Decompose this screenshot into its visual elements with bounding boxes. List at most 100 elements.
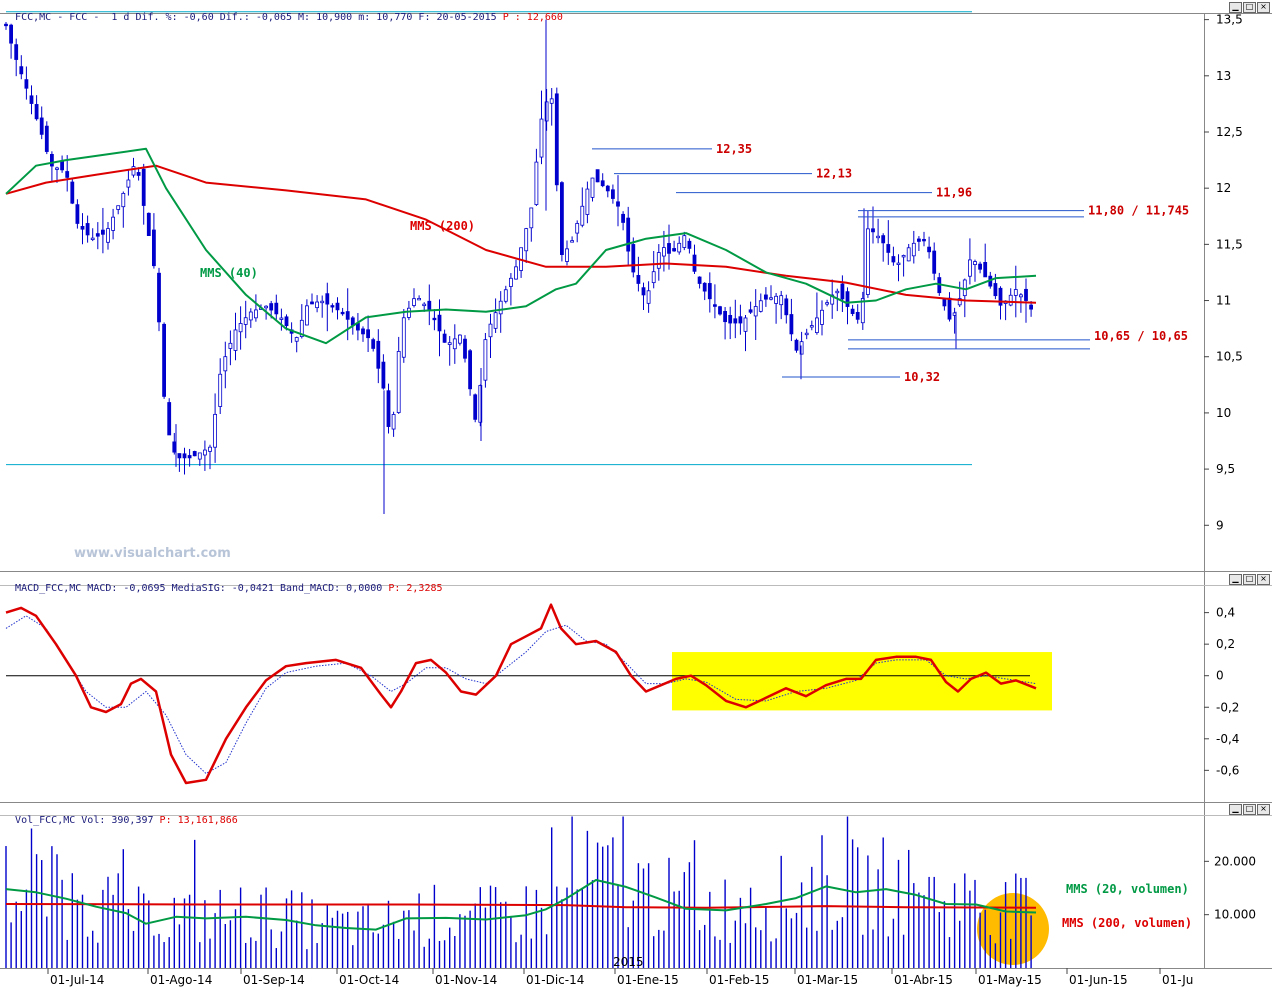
volume-mms200-label: MMS (200, volumen) — [1062, 916, 1192, 930]
candle-body — [95, 233, 100, 237]
macd-y-tick-label: -0,2 — [1216, 700, 1239, 714]
candle-body — [233, 329, 238, 351]
candle-body — [697, 276, 702, 284]
candle-body — [713, 304, 717, 307]
candle-body — [748, 309, 753, 313]
candle-body — [1029, 304, 1033, 310]
candle-body — [350, 317, 355, 326]
maximize-macd-panel-button[interactable]: □ — [1243, 574, 1256, 585]
macd-y-tick-label: -0,6 — [1216, 763, 1239, 777]
candle-body — [983, 262, 988, 278]
x-tick-label: 01-Jul-14 — [50, 973, 104, 987]
candle-body — [406, 307, 411, 318]
macd-header: MACD_FCC,MC MACD: -0,0695 MediaSIG: -0,0… — [3, 572, 442, 594]
minimize-volume-panel-button[interactable]: ▁ — [1229, 804, 1242, 815]
candle-body — [412, 298, 416, 306]
candle-body — [187, 455, 192, 459]
candle-body — [340, 311, 345, 315]
candle-body — [820, 309, 824, 325]
candle-body — [24, 79, 29, 89]
candle-body — [815, 317, 819, 333]
candle-body — [881, 235, 886, 244]
close-macd-panel-button[interactable]: × — [1257, 574, 1270, 585]
candle-body — [19, 66, 24, 75]
candle-body — [917, 238, 921, 242]
candle-body — [585, 188, 590, 215]
candle-body — [437, 314, 442, 332]
macd-y-tick-label: 0 — [1216, 669, 1224, 683]
candle-body — [590, 177, 595, 198]
x-tick-label: 01-Nov-14 — [435, 973, 497, 987]
candle-body — [14, 44, 19, 60]
mms40-label: MMS (40) — [200, 266, 258, 280]
price-y-tick-label: 12 — [1216, 181, 1231, 195]
mms200-label: MMS (200) — [410, 219, 475, 233]
price-y-tick-label: 10 — [1216, 406, 1231, 420]
x-tick-label: 01-Mar-15 — [797, 973, 858, 987]
candle-body — [891, 256, 896, 263]
candle-body — [911, 242, 916, 257]
candle-body — [4, 23, 8, 27]
x-tick-label: 01-Ju — [1162, 973, 1193, 987]
candle-body — [855, 312, 860, 320]
candle-body — [611, 189, 615, 199]
candle-body — [299, 319, 304, 338]
candle-body — [605, 185, 610, 192]
candle-body — [29, 95, 34, 104]
candle-body — [641, 287, 646, 296]
volume-header: Vol_FCC,MC Vol: 390,397 P: 13,161,866 — [3, 804, 238, 826]
candle-body — [656, 252, 661, 269]
candle-body — [162, 323, 167, 397]
minimize-macd-panel-button[interactable]: ▁ — [1229, 574, 1242, 585]
x-tick-label: 01-Oct-14 — [339, 973, 399, 987]
candle-body — [9, 24, 14, 44]
candle-body — [65, 171, 70, 178]
x-tick-label: 01-Sep-14 — [243, 973, 305, 987]
candle-body — [825, 302, 829, 305]
close-price-panel-button[interactable]: × — [1257, 2, 1270, 13]
macd-highlight-box — [672, 652, 1052, 711]
candle-body — [1008, 294, 1013, 306]
candle-body — [80, 226, 85, 230]
candle-body — [264, 305, 269, 309]
price-header-p: P : 12,660 — [502, 12, 563, 23]
volume-header-p: P: 13,161,866 — [159, 815, 238, 826]
candle-body — [111, 216, 115, 231]
candle-body — [121, 192, 126, 208]
candle-body — [677, 242, 682, 253]
candle-body — [845, 291, 850, 307]
candle-body — [381, 361, 386, 389]
candle-body — [738, 316, 743, 324]
candle-body — [279, 317, 284, 320]
candle-body — [769, 297, 773, 300]
close-volume-panel-button[interactable]: × — [1257, 804, 1270, 815]
candle-body — [850, 308, 855, 314]
x-tick-label: 01-Ene-15 — [617, 973, 679, 987]
candle-body — [345, 311, 350, 320]
level-label-5: 10,32 — [904, 370, 940, 384]
candle-body — [391, 414, 396, 430]
candle-body — [871, 228, 875, 233]
candle-body — [580, 205, 585, 226]
candle-body — [998, 287, 1003, 306]
candle-body — [157, 272, 161, 323]
candle-body — [116, 205, 121, 210]
candle-body — [202, 449, 207, 456]
maximize-price-panel-button[interactable]: □ — [1243, 2, 1256, 13]
candle-body — [672, 248, 676, 252]
candle-body — [636, 275, 641, 284]
candle-body — [101, 229, 105, 235]
candle-body — [733, 318, 738, 324]
candle-body — [39, 117, 44, 135]
year-label: 2015 — [613, 955, 644, 969]
volume-header-text: Vol_FCC,MC Vol: 390,397 — [15, 815, 160, 826]
candle-body — [208, 446, 212, 452]
candle-body — [228, 342, 233, 349]
candle-body — [151, 229, 156, 267]
minimize-price-panel-button[interactable]: ▁ — [1229, 2, 1242, 13]
candle-body — [50, 153, 54, 167]
candle-body — [646, 290, 651, 304]
maximize-volume-panel-button[interactable]: □ — [1243, 804, 1256, 815]
candle-body — [330, 305, 335, 308]
candle-body — [310, 301, 314, 305]
